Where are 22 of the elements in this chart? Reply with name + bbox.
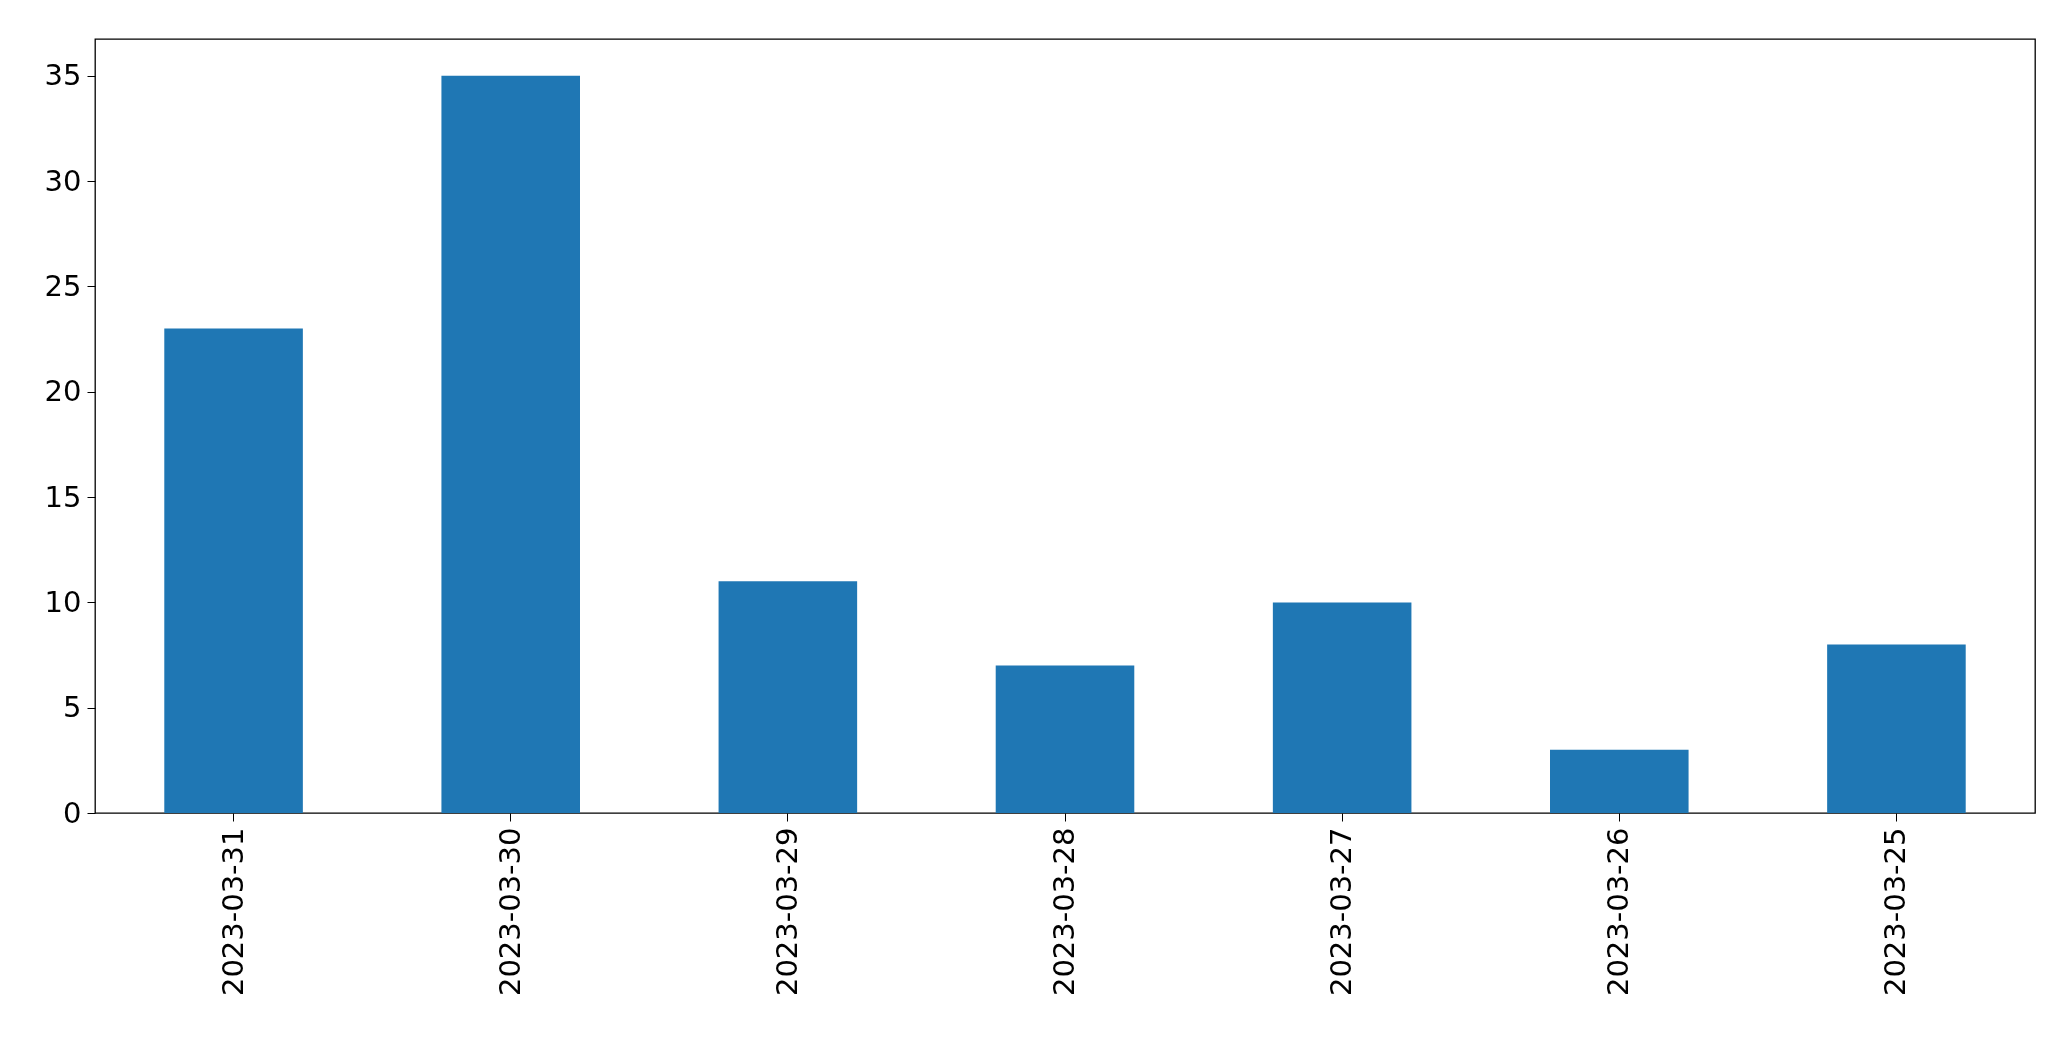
bar	[1272, 602, 1412, 813]
x-tick-label: 2023-03-25	[1878, 827, 1913, 997]
x-tick-label: 2023-03-29	[769, 827, 804, 997]
bar	[1550, 749, 1689, 813]
y-tick-label: 20	[44, 374, 82, 409]
y-tick-label: 0	[63, 795, 82, 830]
bar	[164, 328, 303, 813]
y-tick-label: 10	[44, 584, 82, 619]
y-tick-label: 15	[44, 479, 82, 514]
x-tick-label: 2023-03-30	[492, 827, 527, 997]
bar	[1827, 644, 1966, 813]
y-tick-label: 25	[44, 268, 82, 303]
y-tick-label: 35	[44, 58, 82, 93]
bar	[995, 665, 1135, 813]
bar	[718, 581, 858, 813]
x-tick-label: 2023-03-31	[215, 827, 250, 997]
y-tick-label: 5	[63, 690, 82, 725]
bar	[441, 75, 580, 813]
y-tick-label: 30	[44, 163, 82, 198]
x-tick-label: 2023-03-28	[1047, 827, 1081, 997]
x-tick-label: 2023-03-27	[1324, 827, 1359, 997]
x-tick-label: 2023-03-26	[1601, 827, 1636, 997]
